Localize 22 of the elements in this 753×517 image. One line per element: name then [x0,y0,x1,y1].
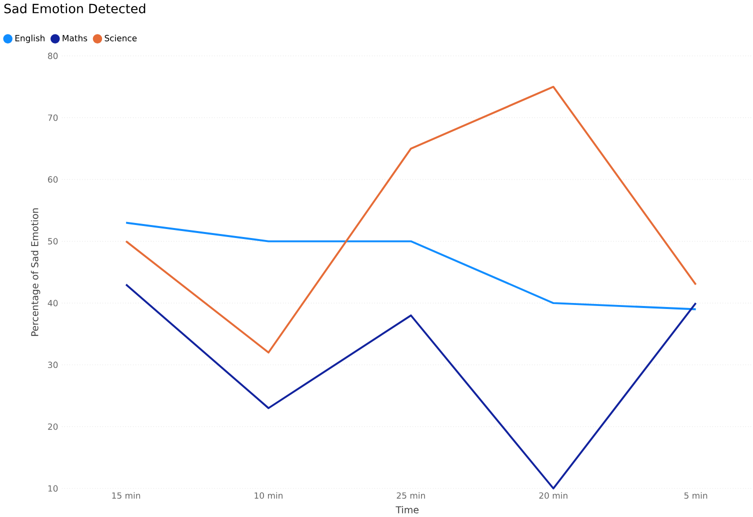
chart-title: Sad Emotion Detected [4,4,146,14]
y-tick-label: 40 [48,300,58,306]
x-axis-title: Time [396,506,419,514]
line-series [125,86,697,354]
x-tick-label: 10 min [254,492,282,499]
x-tick-label: 20 min [539,492,568,499]
x-tick-label: 5 min [684,492,708,499]
legend-label: Science [104,34,137,42]
y-tick-label: 80 [48,52,58,60]
y-tick-label: 10 [48,485,58,492]
line-series [125,222,697,310]
y-tick-label: 60 [48,176,58,183]
legend-label: English [15,34,44,43]
y-tick-label: 30 [48,362,58,368]
legend-label: Maths [62,34,88,42]
x-tick-label: 15 min [112,492,140,499]
x-tick-label: 25 min [396,492,425,499]
y-tick-label: 20 [48,423,58,430]
line-series [125,284,697,490]
y-tick-label: 50 [48,238,58,245]
y-tick-label: 70 [48,114,58,121]
y-axis-title: Percentage of Sad Emotion [30,208,40,336]
